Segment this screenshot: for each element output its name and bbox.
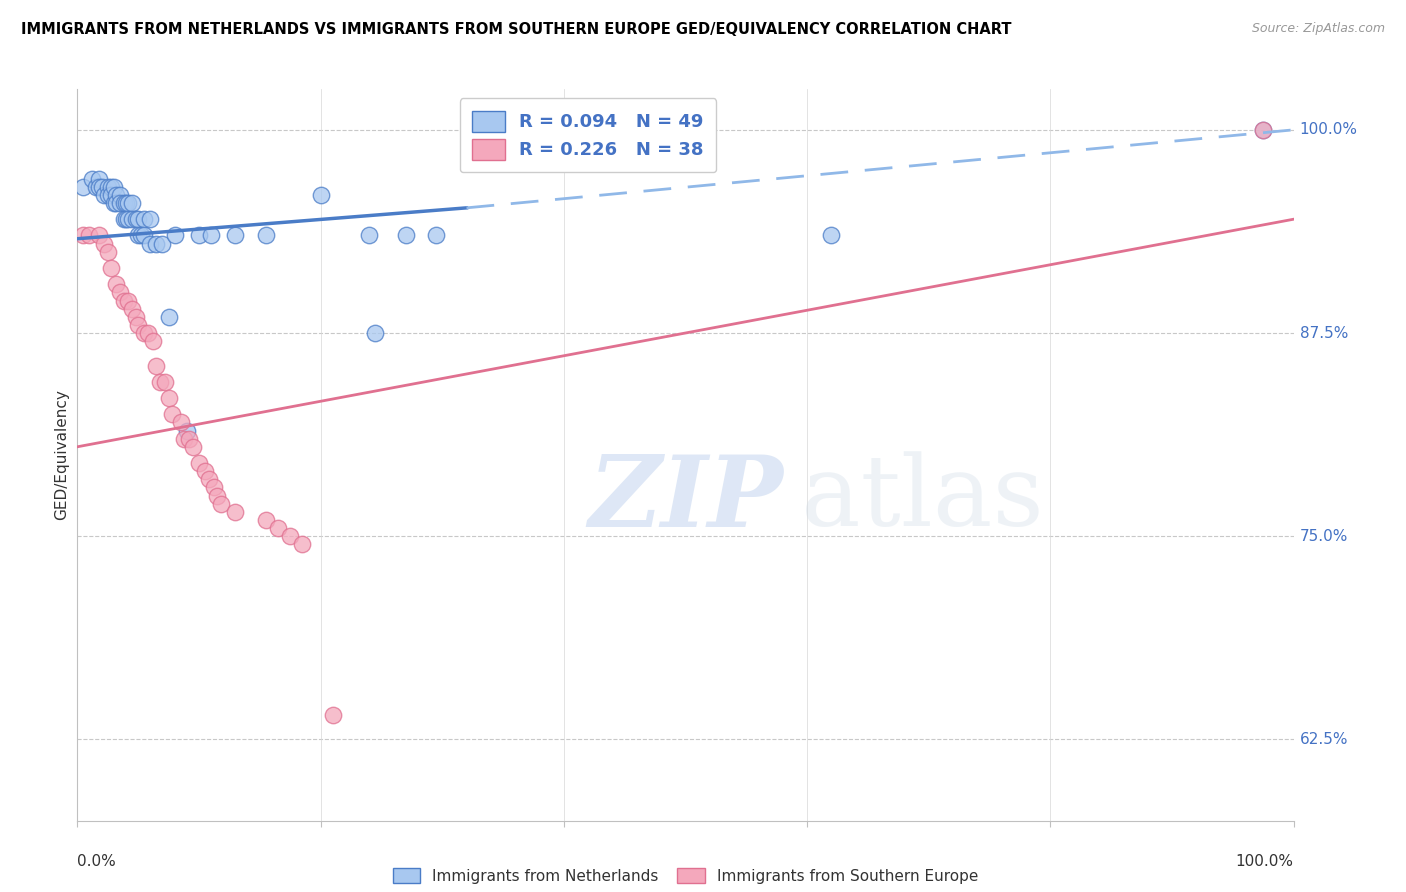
Point: [136, 326, 159, 340]
Point: [145, 359, 167, 373]
Point: [278, 529, 301, 543]
Point: [125, 310, 148, 324]
Point: [103, 196, 125, 211]
Point: [309, 187, 332, 202]
Point: [176, 424, 198, 438]
Point: [194, 464, 217, 478]
Point: [254, 513, 277, 527]
Point: [80, 171, 103, 186]
Point: [1251, 123, 1274, 137]
Point: [125, 212, 148, 227]
Point: [93, 236, 115, 251]
Point: [97, 179, 120, 194]
Point: [202, 480, 225, 494]
Point: [254, 228, 277, 243]
Point: [145, 236, 167, 251]
Point: [103, 179, 125, 194]
Text: 62.5%: 62.5%: [1299, 731, 1348, 747]
Point: [79, 228, 101, 243]
Point: [97, 244, 120, 259]
Point: [105, 277, 128, 292]
Point: [425, 228, 447, 243]
Point: [127, 228, 149, 243]
Point: [127, 318, 149, 332]
Text: atlas: atlas: [801, 451, 1043, 547]
Point: [100, 260, 122, 275]
Point: [105, 187, 128, 202]
Legend: Immigrants from Netherlands, Immigrants from Southern Europe: Immigrants from Netherlands, Immigrants …: [387, 862, 984, 890]
Point: [142, 334, 165, 348]
Point: [100, 187, 122, 202]
Point: [820, 228, 842, 243]
Point: [149, 375, 172, 389]
Point: [153, 375, 176, 389]
Point: [112, 196, 135, 211]
Point: [179, 432, 201, 446]
Point: [84, 179, 107, 194]
Point: [117, 293, 139, 308]
Point: [105, 196, 128, 211]
Point: [395, 228, 418, 243]
Point: [139, 212, 162, 227]
Point: [224, 228, 246, 243]
Point: [197, 472, 219, 486]
Point: [139, 236, 162, 251]
Point: [322, 708, 344, 723]
Point: [163, 228, 186, 243]
Point: [93, 187, 115, 202]
Point: [181, 440, 204, 454]
Point: [188, 228, 211, 243]
Point: [108, 196, 131, 211]
Point: [97, 187, 120, 202]
Point: [1251, 123, 1274, 137]
Point: [359, 228, 381, 243]
Text: IMMIGRANTS FROM NETHERLANDS VS IMMIGRANTS FROM SOUTHERN EUROPE GED/EQUIVALENCY C: IMMIGRANTS FROM NETHERLANDS VS IMMIGRANT…: [21, 22, 1011, 37]
Point: [72, 179, 94, 194]
Point: [134, 212, 156, 227]
Point: [134, 228, 156, 243]
Point: [205, 489, 228, 503]
Text: Source: ZipAtlas.com: Source: ZipAtlas.com: [1251, 22, 1385, 36]
Point: [127, 212, 149, 227]
Point: [90, 179, 112, 194]
Text: 100.0%: 100.0%: [1236, 854, 1294, 869]
Point: [152, 236, 174, 251]
Point: [134, 326, 156, 340]
Point: [121, 212, 143, 227]
Point: [112, 212, 135, 227]
Point: [121, 301, 143, 316]
Point: [291, 537, 314, 551]
Point: [121, 196, 143, 211]
Y-axis label: GED/Equivalency: GED/Equivalency: [53, 390, 69, 520]
Text: 100.0%: 100.0%: [1299, 122, 1358, 137]
Point: [157, 310, 180, 324]
Text: 87.5%: 87.5%: [1299, 326, 1348, 341]
Point: [160, 407, 183, 421]
Point: [89, 228, 111, 243]
Point: [89, 171, 111, 186]
Point: [112, 293, 135, 308]
Point: [209, 497, 232, 511]
Point: [267, 521, 290, 535]
Point: [108, 285, 131, 300]
Point: [72, 228, 94, 243]
Point: [157, 391, 180, 405]
Point: [364, 326, 387, 340]
Point: [117, 212, 139, 227]
Point: [188, 456, 211, 470]
Point: [117, 196, 139, 211]
Text: ZIP: ZIP: [588, 450, 783, 547]
Point: [115, 196, 138, 211]
Point: [173, 432, 195, 446]
Point: [115, 212, 138, 227]
Text: 75.0%: 75.0%: [1299, 529, 1348, 544]
Point: [100, 179, 122, 194]
Point: [224, 505, 246, 519]
Point: [200, 228, 222, 243]
Point: [129, 228, 152, 243]
Point: [89, 179, 111, 194]
Text: 0.0%: 0.0%: [77, 854, 117, 869]
Point: [170, 416, 193, 430]
Point: [108, 187, 131, 202]
